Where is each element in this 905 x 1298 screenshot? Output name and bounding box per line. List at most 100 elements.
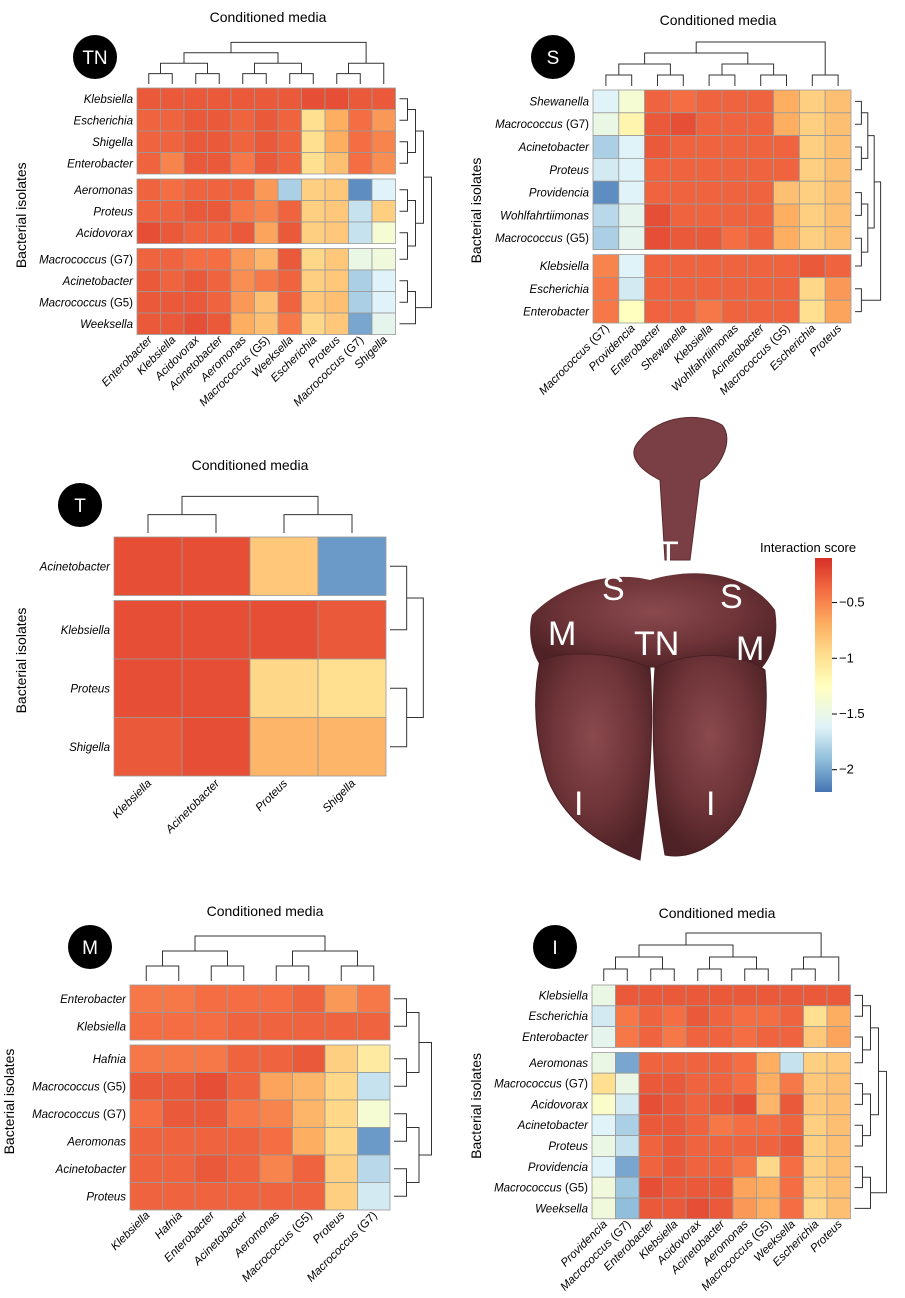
heatmap-cell bbox=[162, 1127, 196, 1156]
heatmap-cell bbox=[230, 312, 255, 335]
heatmap-cell bbox=[803, 1197, 828, 1220]
heatmap-cell bbox=[709, 1005, 734, 1027]
heatmap-cell bbox=[348, 87, 373, 110]
row-dendrogram-branch bbox=[870, 1070, 887, 1194]
heatmap-cell bbox=[162, 1044, 196, 1073]
heatmap-cell bbox=[695, 112, 723, 137]
heatmap-cell bbox=[779, 1052, 804, 1074]
y-axis-label: Bacterial isolates bbox=[468, 158, 484, 264]
column-dendrogram-branch bbox=[145, 965, 180, 981]
row-label: Providencia bbox=[529, 188, 589, 200]
heatmap-cell bbox=[709, 1176, 734, 1199]
heatmap-cell bbox=[227, 1154, 261, 1183]
heatmap-cell bbox=[129, 1012, 163, 1041]
column-dendrogram-branch bbox=[340, 965, 375, 981]
panel-title: Conditioned media bbox=[660, 12, 777, 28]
heatmap-cell bbox=[348, 200, 373, 223]
heatmap-cell bbox=[324, 269, 349, 292]
heatmap-cell bbox=[644, 299, 671, 324]
heatmap-cell bbox=[695, 299, 723, 324]
heatmap-cell bbox=[685, 1072, 710, 1095]
row-dendrogram-branch bbox=[870, 1027, 879, 1116]
heatmap-cell bbox=[824, 203, 852, 228]
heatmap-cell bbox=[644, 180, 671, 205]
heatmap-cell bbox=[615, 1026, 640, 1048]
heatmap-cell bbox=[670, 89, 697, 114]
heatmap-cell bbox=[721, 157, 749, 182]
heatmap-cell bbox=[301, 200, 326, 223]
heatmap-cell bbox=[183, 200, 208, 223]
heatmap-cell bbox=[292, 1127, 326, 1156]
y-axis-label: Bacterial isolates bbox=[13, 608, 29, 714]
heatmap-cell bbox=[773, 157, 800, 182]
heatmap-cell bbox=[756, 1026, 781, 1048]
heatmap-cell bbox=[803, 1026, 828, 1048]
heatmap-cell bbox=[348, 109, 373, 132]
row-label: Shigella bbox=[69, 742, 110, 754]
heatmap-cell bbox=[799, 89, 826, 114]
heatmap-cell bbox=[685, 1093, 710, 1116]
column-dendrogram-branch bbox=[791, 968, 816, 981]
heatmap-cell bbox=[638, 984, 663, 1007]
row-label: Acinetobacter bbox=[62, 276, 134, 288]
panel-badge-label: I bbox=[552, 938, 557, 959]
row-label: Enterobacter bbox=[523, 307, 590, 319]
heatmap-cell bbox=[183, 269, 208, 292]
heatmap-cell bbox=[615, 1176, 640, 1199]
heatmap-cell bbox=[638, 1156, 663, 1178]
heatmap-cell bbox=[160, 152, 185, 175]
heatmap-cell bbox=[301, 178, 326, 201]
heatmap-cell bbox=[129, 1099, 163, 1128]
heatmap-cell bbox=[803, 1005, 828, 1027]
row-label: Providencia bbox=[528, 1162, 588, 1174]
heatmap-cell bbox=[292, 1044, 326, 1073]
heatmap-cell bbox=[826, 984, 851, 1007]
heatmap-cell bbox=[324, 312, 349, 335]
row-dendrogram-branch bbox=[861, 112, 869, 159]
panel-badge bbox=[531, 35, 575, 79]
heatmap-cell bbox=[113, 658, 183, 718]
heatmap-cell bbox=[324, 1044, 358, 1073]
heatmap-cell bbox=[324, 248, 349, 271]
column-label: Klebsiella bbox=[111, 778, 154, 821]
heatmap-cell bbox=[756, 1176, 781, 1199]
row-label: Klebsiella bbox=[539, 990, 588, 1002]
row-dendrogram-branch bbox=[406, 1127, 420, 1183]
row-label: Klebsiella bbox=[540, 261, 589, 273]
heatmap-cell bbox=[615, 1156, 640, 1178]
heatmap-cell bbox=[695, 157, 723, 182]
row-label: Acinetobacter bbox=[55, 1164, 127, 1176]
heatmap-cell bbox=[160, 221, 185, 244]
heatmap-cell bbox=[591, 1093, 616, 1116]
heatmap-cell bbox=[826, 1135, 851, 1157]
heatmap-cell bbox=[194, 984, 228, 1013]
heatmap-cell bbox=[277, 200, 302, 223]
heatmap-cell bbox=[824, 276, 852, 301]
panel-badge bbox=[58, 483, 102, 527]
heatmap-cell bbox=[591, 984, 616, 1007]
row-dendrogram-branch bbox=[407, 200, 416, 247]
column-dendrogram-branch bbox=[181, 495, 319, 515]
heatmap-cell bbox=[779, 1156, 804, 1178]
heatmap-cell bbox=[721, 135, 749, 159]
column-dendrogram-branch bbox=[638, 944, 734, 957]
heatmap-cell bbox=[162, 984, 196, 1013]
heatmap-cell bbox=[371, 87, 396, 110]
photo-label-i-right: I bbox=[706, 785, 715, 823]
heatmap-cell bbox=[136, 109, 161, 132]
heatmap-cell bbox=[756, 1197, 781, 1220]
heatmap-cell bbox=[695, 254, 723, 278]
column-dendrogram-branch bbox=[289, 73, 314, 84]
heatmap-cell bbox=[615, 1114, 640, 1137]
panel-title: Conditioned media bbox=[659, 905, 776, 921]
column-dendrogram-branch bbox=[709, 956, 757, 969]
heatmap-cell bbox=[670, 276, 697, 301]
row-label: Hafnia bbox=[93, 1054, 126, 1066]
heatmap-cell bbox=[644, 276, 671, 301]
column-dendrogram-branch bbox=[697, 968, 722, 981]
heatmap-cell bbox=[826, 1026, 851, 1048]
heatmap-cell bbox=[227, 984, 261, 1013]
row-label: Escherichia bbox=[529, 1011, 588, 1023]
heatmap-cell bbox=[207, 200, 232, 223]
heatmap-cell bbox=[160, 109, 185, 132]
